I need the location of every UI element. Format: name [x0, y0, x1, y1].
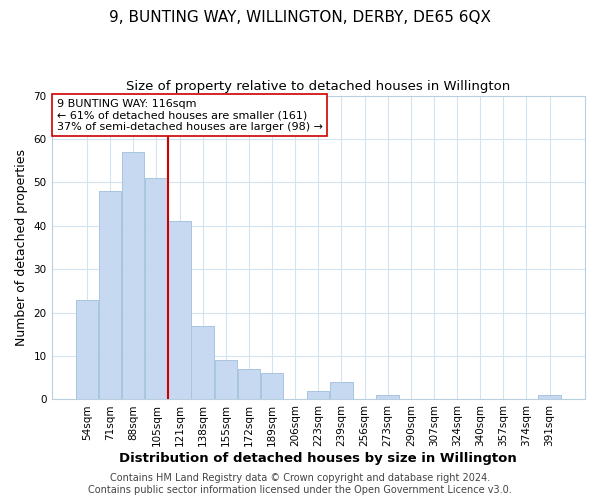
Bar [238, 369, 260, 400]
Title: Size of property relative to detached houses in Willington: Size of property relative to detached ho… [126, 80, 511, 93]
Bar [215, 360, 237, 400]
Text: 9 BUNTING WAY: 116sqm
← 61% of detached houses are smaller (161)
37% of semi-det: 9 BUNTING WAY: 116sqm ← 61% of detached … [57, 98, 323, 132]
Y-axis label: Number of detached properties: Number of detached properties [15, 149, 28, 346]
X-axis label: Distribution of detached houses by size in Willington: Distribution of detached houses by size … [119, 452, 517, 465]
Bar [330, 382, 353, 400]
Bar [168, 222, 191, 400]
Bar [76, 300, 98, 400]
Bar [145, 178, 167, 400]
Bar [261, 374, 283, 400]
Bar [122, 152, 145, 400]
Bar [191, 326, 214, 400]
Text: 9, BUNTING WAY, WILLINGTON, DERBY, DE65 6QX: 9, BUNTING WAY, WILLINGTON, DERBY, DE65 … [109, 10, 491, 25]
Bar [538, 395, 561, 400]
Text: Contains HM Land Registry data © Crown copyright and database right 2024.
Contai: Contains HM Land Registry data © Crown c… [88, 474, 512, 495]
Bar [307, 391, 329, 400]
Bar [99, 191, 121, 400]
Bar [376, 395, 399, 400]
